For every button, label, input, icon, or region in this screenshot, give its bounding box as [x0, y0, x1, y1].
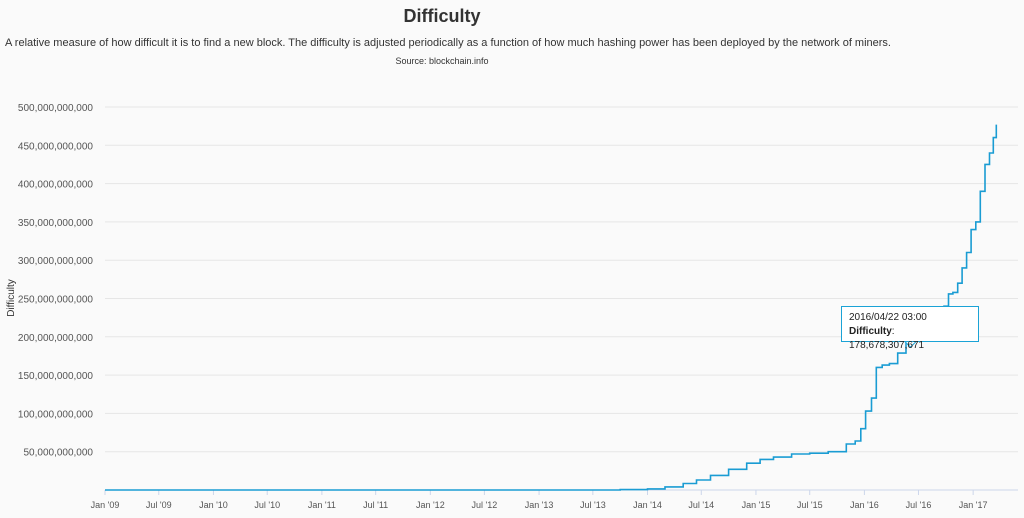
x-tick-label: Jul '11	[363, 500, 388, 510]
x-tick-label: Jan '09	[91, 500, 120, 510]
x-tick-label: Jan '10	[199, 500, 228, 510]
x-tick-label: Jul '16	[906, 500, 932, 510]
x-axis-ticks: Jan '09 Jul '09 Jan '10 Jul '10 Jan '11 Jul '…	[91, 490, 988, 510]
x-tick-label: Jul '12	[472, 500, 498, 510]
series-line-difficulty[interactable]	[105, 124, 998, 491]
x-tick-label: Jan '17	[959, 500, 988, 510]
x-tick-label: Jul '10	[254, 500, 280, 510]
x-tick-label: Jul '14	[688, 500, 714, 510]
x-tick-label: Jul '09	[146, 500, 172, 510]
y-tick-label: 100,000,000,000	[18, 409, 94, 420]
x-tick-label: Jan '11	[308, 500, 336, 510]
x-tick-label: Jan '15	[742, 500, 771, 510]
tooltip-label: Difficulty	[849, 326, 892, 337]
chart-source: Source: blockchain.info	[395, 56, 489, 66]
x-tick-label: Jan '14	[633, 500, 662, 510]
x-tick-label: Jul '15	[797, 500, 823, 510]
y-tick-label: 200,000,000,000	[18, 333, 94, 344]
tooltip-value: 178,678,307,671	[849, 340, 925, 351]
chart-title: Difficulty	[403, 6, 481, 26]
y-tick-label: 350,000,000,000	[18, 218, 94, 229]
x-tick-label: Jan '16	[850, 500, 879, 510]
series-group	[105, 124, 998, 491]
y-tick-label: 450,000,000,000	[18, 141, 94, 152]
y-tick-label: 300,000,000,000	[18, 256, 94, 267]
y-tick-label: 400,000,000,000	[18, 180, 94, 191]
chart-subtitle: A relative measure of how difficult it i…	[5, 37, 891, 49]
x-tick-label: Jul '13	[580, 500, 606, 510]
tooltip-date: 2016/04/22 03:00	[849, 312, 927, 323]
y-axis-ticks: 50,000,000,000 100,000,000,000 150,000,000…	[18, 103, 94, 459]
y-tick-label: 50,000,000,000	[23, 448, 93, 459]
x-tick-label: Jan '13	[525, 500, 554, 510]
y-axis-label: Difficulty	[6, 279, 17, 317]
tooltip-value-row: Difficulty: 178,678,307,671	[849, 326, 925, 351]
x-tick-label: Jan '12	[416, 500, 445, 510]
y-tick-label: 500,000,000,000	[18, 103, 94, 114]
y-tick-label: 150,000,000,000	[18, 371, 94, 382]
chart-tooltip: 2016/04/22 03:00 Difficulty: 178,678,307…	[841, 306, 979, 351]
y-tick-label: 250,000,000,000	[18, 295, 94, 306]
grid-lines	[105, 106, 1018, 453]
